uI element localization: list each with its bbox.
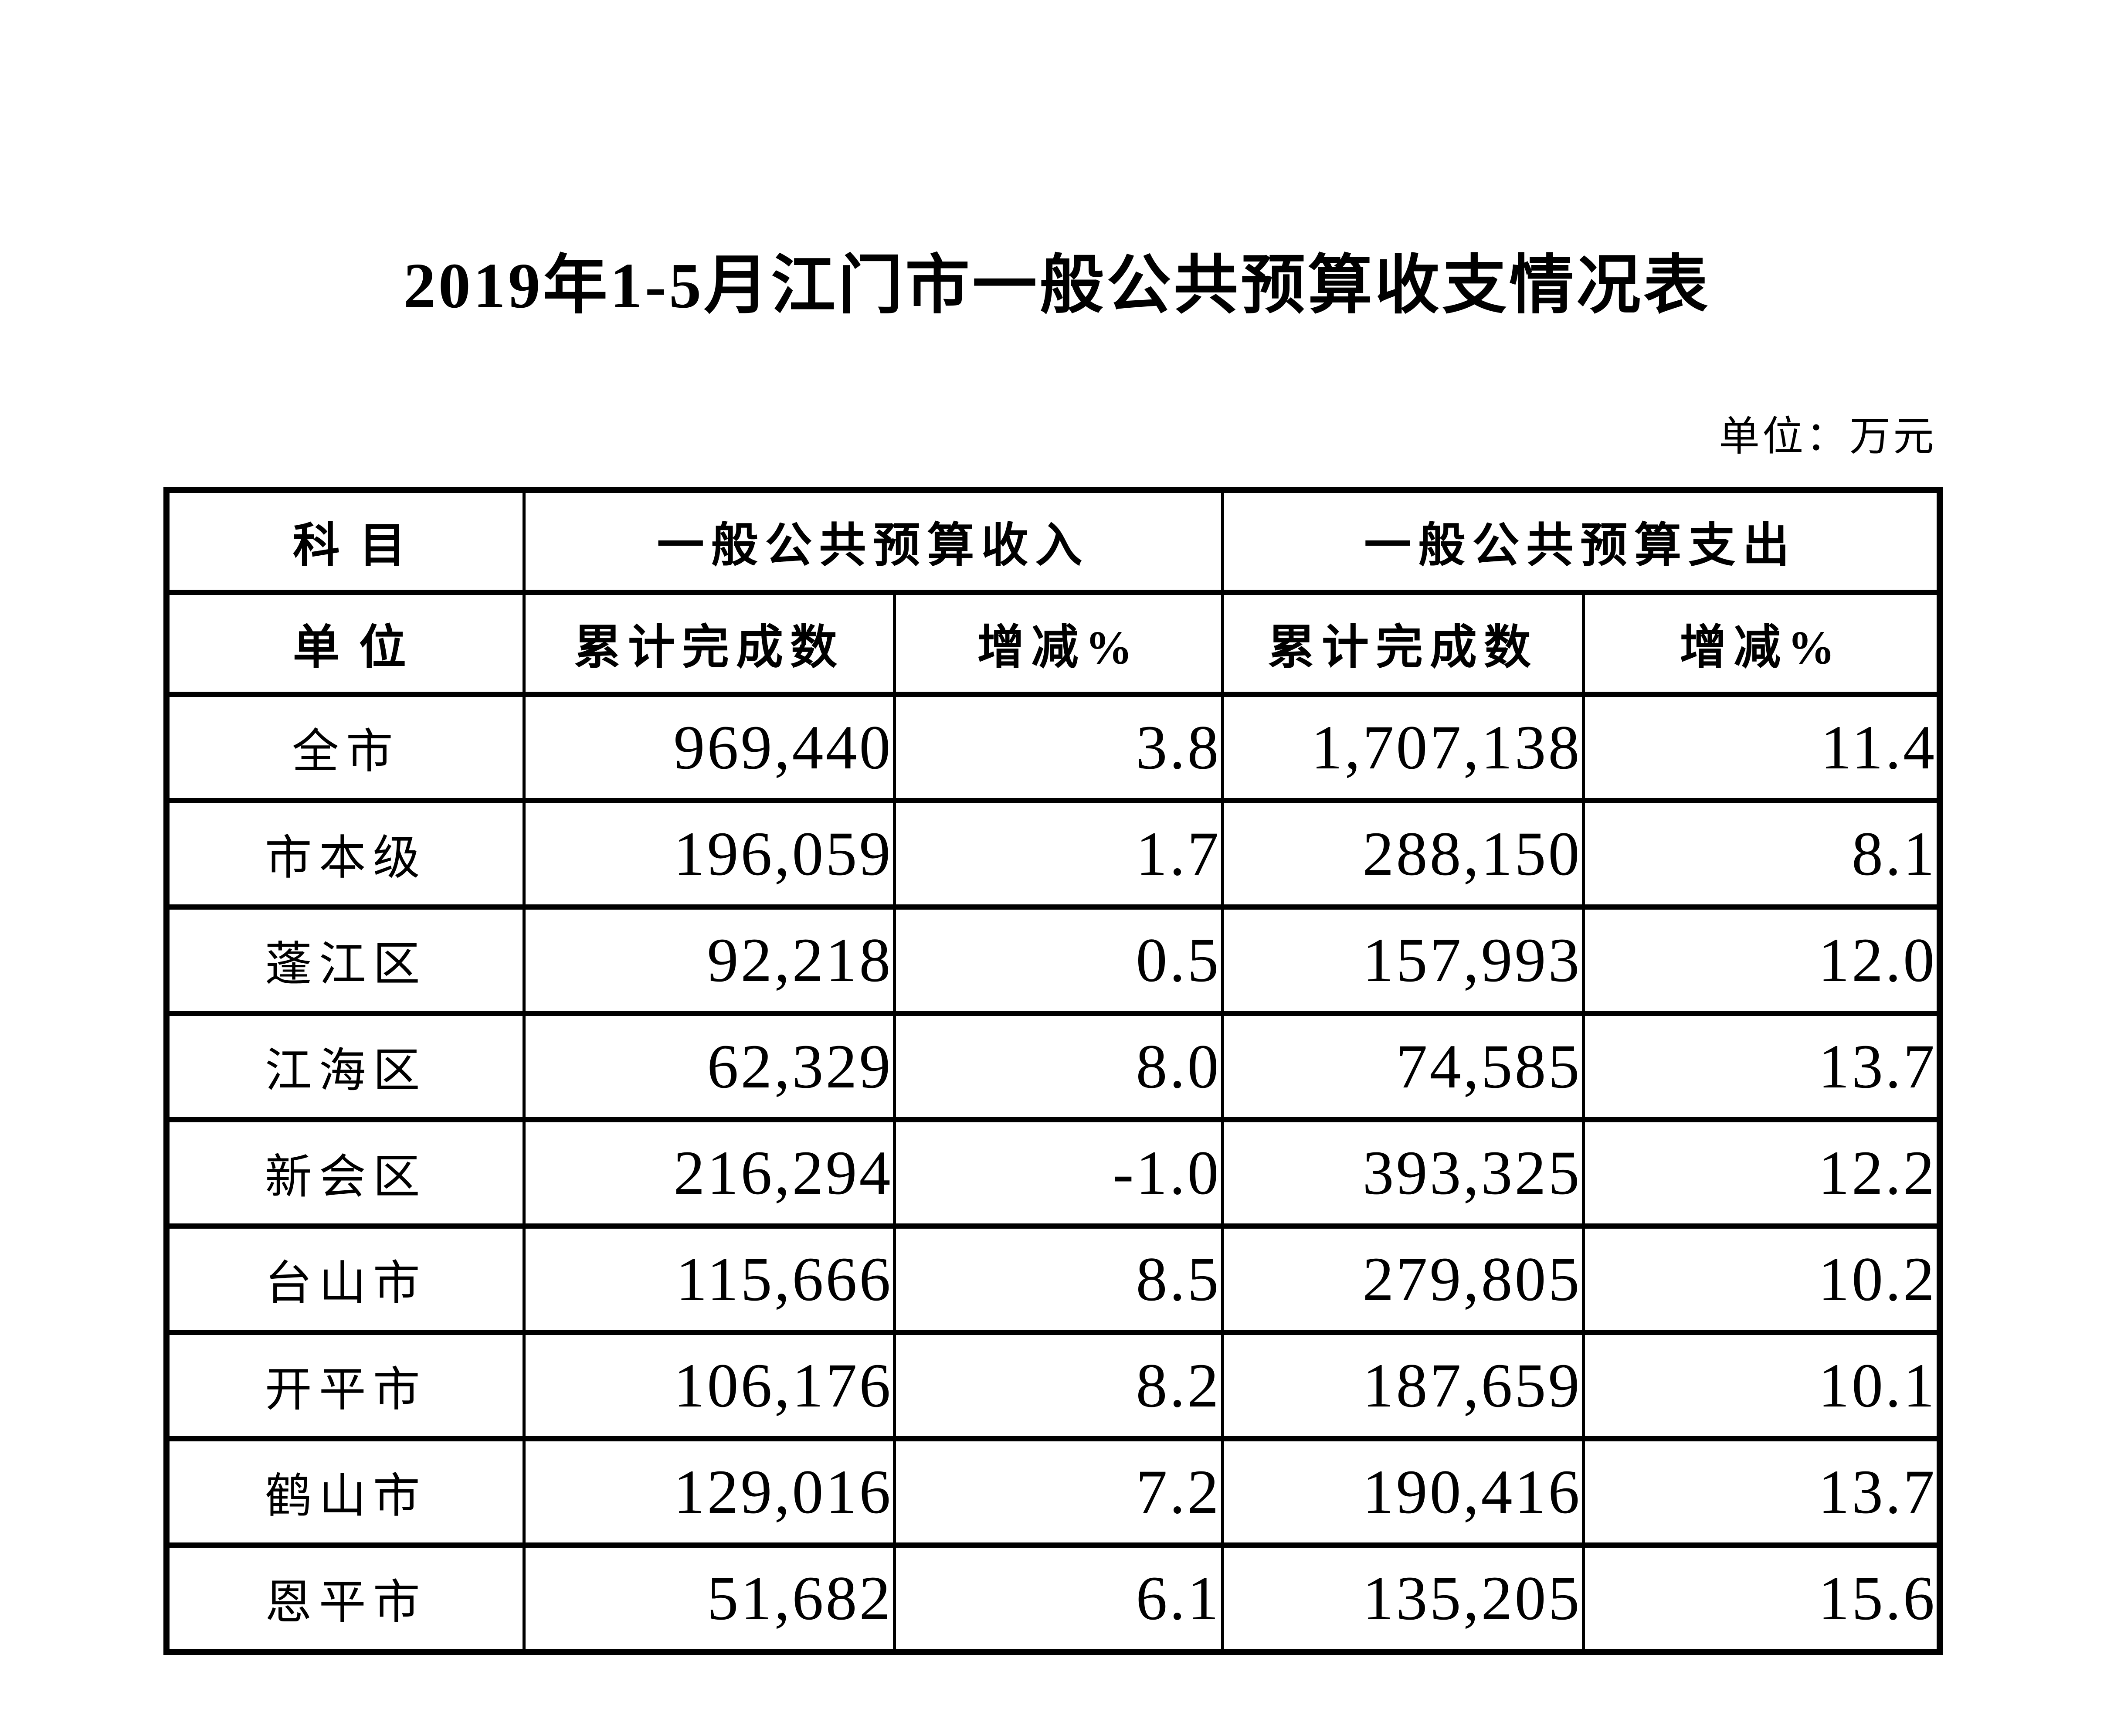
unit-cell: 新会区 (165, 1117, 526, 1229)
header-expenditure-change-cell: 增减% (1581, 590, 1941, 697)
income-cumulative-cell: 216,294 (522, 1117, 896, 1229)
income-change-cell: 7.2 (892, 1436, 1224, 1548)
expenditure-change-cell: 15.6 (1581, 1542, 1941, 1654)
income-change-cell: 6.1 (892, 1542, 1224, 1654)
unit-cell: 台山市 (165, 1223, 526, 1335)
income-change-cell: 8.2 (892, 1330, 1224, 1441)
expenditure-change-cell: 13.7 (1581, 1011, 1941, 1122)
unit-cell: 江海区 (165, 1011, 526, 1122)
unit-cell: 蓬江区 (165, 904, 526, 1016)
income-cumulative-cell: 62,329 (522, 1011, 896, 1122)
table-row: 开平市 106,176 8.2 187,659 10.1 (165, 1330, 1941, 1441)
table-row: 恩平市 51,682 6.1 135,205 15.6 (165, 1542, 1941, 1654)
expenditure-change-cell: 11.4 (1581, 692, 1941, 803)
expenditure-cumulative-cell: 393,325 (1221, 1117, 1585, 1229)
table-row: 蓬江区 92,218 0.5 157,993 12.0 (165, 904, 1941, 1016)
expenditure-change-cell: 13.7 (1581, 1436, 1941, 1548)
expenditure-cumulative-cell: 74,585 (1221, 1011, 1585, 1122)
page-title: 2019年1-5月江门市一般公共预算收支情况表 (403, 250, 1711, 322)
income-cumulative-cell: 106,176 (522, 1330, 896, 1441)
expenditure-cumulative-cell: 288,150 (1221, 798, 1585, 910)
expenditure-cumulative-cell: 135,205 (1221, 1542, 1585, 1654)
income-change-cell: 0.5 (892, 904, 1224, 1016)
expenditure-change-cell: 10.1 (1581, 1330, 1941, 1441)
budget-table: 科目 一般公共预算收入 一般公共预算支出 单位 累计完成数 增减% 累计完成数 … (163, 487, 1943, 1655)
header-income-cumulative-cell: 累计完成数 (522, 590, 896, 697)
expenditure-cumulative-cell: 187,659 (1221, 1330, 1585, 1441)
income-change-cell: 1.7 (892, 798, 1224, 910)
header-income-change-cell: 增减% (892, 590, 1224, 697)
table-row: 台山市 115,666 8.5 279,805 10.2 (165, 1223, 1941, 1335)
header-expenditure-cumulative-cell: 累计完成数 (1221, 590, 1585, 697)
unit-cell: 市本级 (165, 798, 526, 910)
income-cumulative-cell: 115,666 (522, 1223, 896, 1335)
header-subject-cell: 科目 (165, 487, 526, 595)
income-cumulative-cell: 196,059 (522, 798, 896, 910)
income-cumulative-cell: 51,682 (522, 1542, 896, 1654)
income-change-cell: 8.0 (892, 1011, 1224, 1122)
expenditure-change-cell: 10.2 (1581, 1223, 1941, 1335)
unit-cell: 开平市 (165, 1330, 526, 1441)
unit-cell: 恩平市 (165, 1542, 526, 1654)
income-cumulative-cell: 92,218 (522, 904, 896, 1016)
expenditure-cumulative-cell: 157,993 (1221, 904, 1585, 1016)
income-cumulative-cell: 969,440 (522, 692, 896, 803)
expenditure-cumulative-cell: 279,805 (1221, 1223, 1585, 1335)
table-row: 鹤山市 129,016 7.2 190,416 13.7 (165, 1436, 1941, 1548)
income-change-cell: 3.8 (892, 692, 1224, 803)
income-cumulative-cell: 129,016 (522, 1436, 896, 1548)
header-income-group-cell: 一般公共预算收入 (522, 487, 1224, 595)
table-row: 全市 969,440 3.8 1,707,138 11.4 (165, 692, 1941, 803)
expenditure-change-cell: 8.1 (1581, 798, 1941, 910)
header-row-2: 单位 累计完成数 增减% 累计完成数 增减% (165, 590, 1941, 697)
income-change-cell: 8.5 (892, 1223, 1224, 1335)
expenditure-change-cell: 12.0 (1581, 904, 1941, 1016)
income-change-cell: -1.0 (892, 1117, 1224, 1229)
table-row: 市本级 196,059 1.7 288,150 8.1 (165, 798, 1941, 910)
table-row: 江海区 62,329 8.0 74,585 13.7 (165, 1011, 1941, 1122)
expenditure-cumulative-cell: 1,707,138 (1221, 692, 1585, 803)
unit-note: 单位：万元 (1718, 414, 1937, 459)
expenditure-cumulative-cell: 190,416 (1221, 1436, 1585, 1548)
table-row: 新会区 216,294 -1.0 393,325 12.2 (165, 1117, 1941, 1229)
unit-cell: 鹤山市 (165, 1436, 526, 1548)
header-row-1: 科目 一般公共预算收入 一般公共预算支出 (165, 487, 1941, 595)
header-unit-cell: 单位 (165, 590, 526, 697)
expenditure-change-cell: 12.2 (1581, 1117, 1941, 1229)
unit-cell: 全市 (165, 692, 526, 803)
header-expenditure-group-cell: 一般公共预算支出 (1221, 487, 1941, 595)
